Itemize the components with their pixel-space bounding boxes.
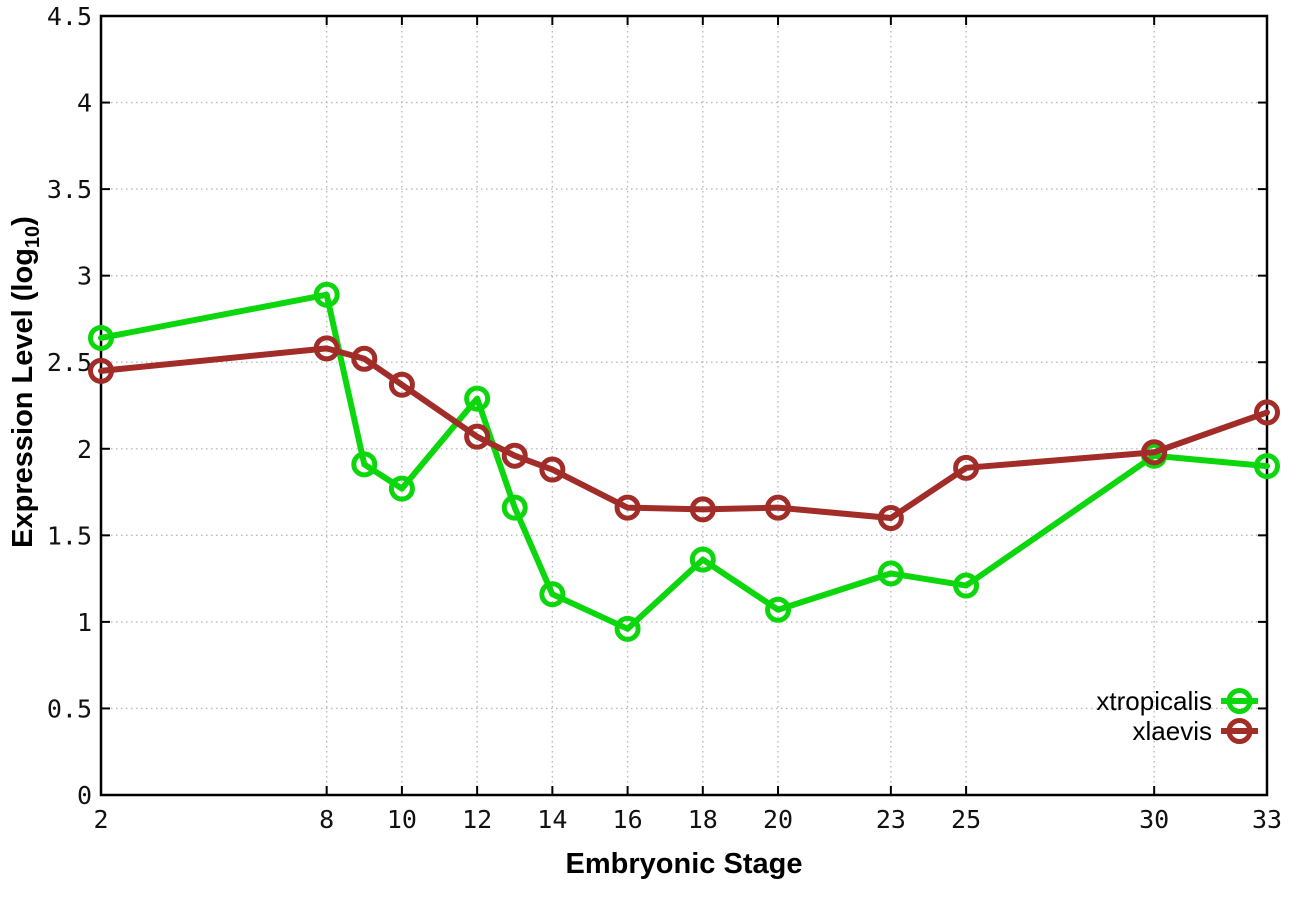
legend-marker-xlaevis [1226,718,1253,744]
data-point-marker-xlaevis [539,456,566,483]
data-point-marker-xlaevis [388,371,415,398]
series-line-xlaevis [98,345,1270,522]
data-point-center-dot-xtropicalis [776,607,780,612]
x-tick-label: 14 [537,805,567,834]
series-line-xtropicalis [98,291,1270,632]
data-point-marker-xtropicalis [614,615,641,642]
data-point-marker-xtropicalis [501,494,528,521]
data-point-marker-xtropicalis [464,385,491,412]
data-point-marker-xtropicalis [88,324,114,351]
y-tick-label: 0 [77,781,92,810]
data-point-center-dot-xtropicalis [889,571,893,576]
data-point-center-dot-xtropicalis [99,336,103,340]
y-tick-label: 2.5 [47,348,92,377]
data-point-marker-xlaevis [614,494,641,521]
y-tick-label: 4 [77,89,92,118]
data-point-center-dot-xlaevis [400,382,404,387]
data-point-marker-xlaevis [501,442,528,469]
data-point-center-dot-xlaevis [964,466,968,470]
x-tick-label: 10 [387,805,417,834]
legend-label-xlaevis: xlaevis [1133,716,1212,746]
data-point-marker-xlaevis [351,345,378,372]
data-point-center-dot-xlaevis [889,516,893,520]
y-tick-label: 4.5 [47,2,92,31]
y-axis-title-subscript: 10 [21,225,44,249]
y-tick-label: 1.5 [47,521,92,550]
data-point-marker-xtropicalis [539,581,566,608]
x-tick-label: 12 [462,805,492,834]
data-point-marker-xlaevis [313,335,340,362]
data-point-marker-xlaevis [1254,399,1280,426]
data-point-marker-xtropicalis [765,596,792,623]
data-point-marker-xlaevis [689,496,716,523]
data-point-center-dot-xlaevis [701,507,705,512]
x-tick-label: 30 [1139,805,1169,834]
y-tick-label: 0.5 [47,694,92,723]
x-tick-label: 18 [688,805,718,834]
data-point-center-dot-xlaevis [362,356,367,361]
data-point-marker-xtropicalis [689,546,716,573]
data-point-marker-xlaevis [877,505,904,532]
data-point-center-dot-xtropicalis [1265,464,1269,468]
legend-label-xtropicalis: xtropicalis [1096,686,1212,716]
x-tick-label: 25 [951,805,981,834]
x-axis-title: Embryonic Stage [565,848,803,880]
data-point-marker-xtropicalis [351,451,378,478]
data-point-marker-xtropicalis [1254,453,1280,480]
legend-marker-dot-xlaevis [1237,729,1242,733]
data-point-marker-xtropicalis [388,475,415,502]
data-point-center-dot-xlaevis [475,434,479,439]
data-point-center-dot-xlaevis [625,505,630,510]
data-point-center-dot-xlaevis [99,369,103,373]
data-point-center-dot-xlaevis [1265,410,1269,415]
data-point-center-dot-xtropicalis [512,505,517,510]
x-tick-label: 20 [763,805,793,834]
x-tick-label: 23 [876,805,906,834]
data-point-center-dot-xtropicalis [550,592,555,596]
data-point-marker-xlaevis [765,494,792,521]
x-tick-label: 8 [319,805,334,834]
data-point-marker-xlaevis [464,423,491,450]
data-point-center-dot-xlaevis [1152,450,1156,455]
y-tick-label: 3.5 [47,175,92,204]
data-point-center-dot-xtropicalis [625,627,630,631]
x-tick-label: 16 [613,805,643,834]
data-point-center-dot-xtropicalis [400,486,404,491]
data-point-marker-xlaevis [88,357,114,384]
y-axis-title: Expression Level (log10) [7,216,45,548]
data-point-marker-xtropicalis [877,560,904,587]
data-point-marker-xtropicalis [313,281,340,308]
data-point-marker-xlaevis [1141,439,1168,466]
data-point-center-dot-xlaevis [324,346,329,351]
data-point-marker-xlaevis [953,454,980,481]
data-point-center-dot-xtropicalis [324,292,329,297]
data-point-marker-xtropicalis [953,572,980,599]
data-point-center-dot-xtropicalis [475,396,479,401]
legend-marker-dot-xtropicalis [1237,699,1242,703]
x-tick-label: 33 [1252,805,1282,834]
y-axis-title-text: Expression Level (log [7,248,40,548]
plot-border [99,14,1269,797]
legend-marker-xtropicalis [1226,688,1253,714]
y-tick-label: 1 [77,608,92,637]
data-point-center-dot-xtropicalis [964,583,968,588]
y-axis-title-suffix: ) [7,216,40,226]
y-tick-label: 3 [77,262,92,291]
y-tick-label: 2 [77,435,92,464]
data-point-center-dot-xtropicalis [701,557,705,562]
data-point-center-dot-xlaevis [550,467,555,472]
x-tick-label: 2 [93,805,108,834]
data-point-center-dot-xtropicalis [362,462,367,467]
data-point-center-dot-xlaevis [776,505,780,510]
data-point-center-dot-xlaevis [512,453,517,458]
